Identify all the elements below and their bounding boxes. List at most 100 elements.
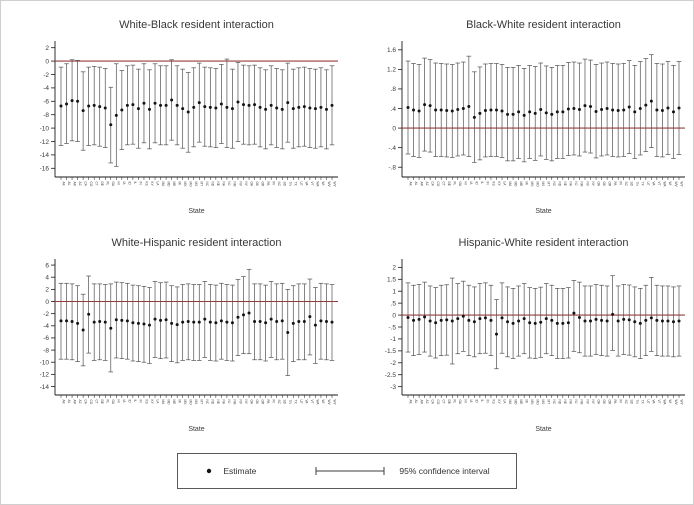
svg-text:IN: IN bbox=[139, 182, 143, 186]
confidence-interval-icon bbox=[315, 467, 385, 475]
legend: Estimate 95% confidence interval bbox=[177, 453, 517, 489]
svg-text:WA: WA bbox=[663, 400, 667, 406]
svg-text:NJ: NJ bbox=[574, 400, 578, 404]
svg-text:KS: KS bbox=[144, 400, 148, 404]
svg-text:-14: -14 bbox=[40, 384, 50, 391]
svg-text:-14: -14 bbox=[40, 152, 50, 159]
svg-text:1.5: 1.5 bbox=[387, 277, 396, 284]
svg-text:KY: KY bbox=[497, 182, 501, 187]
svg-text:WY: WY bbox=[679, 400, 683, 406]
svg-text:WI: WI bbox=[321, 400, 325, 404]
svg-text:DE: DE bbox=[100, 182, 104, 186]
svg-text:0: 0 bbox=[45, 299, 49, 306]
svg-text:WI: WI bbox=[668, 400, 672, 404]
svg-text:WV: WV bbox=[674, 182, 678, 188]
svg-text:-2.5: -2.5 bbox=[385, 372, 397, 379]
svg-text:AR: AR bbox=[72, 400, 76, 405]
svg-text:White-Black resident interacti: White-Black resident interaction bbox=[119, 19, 274, 31]
svg-text:-10: -10 bbox=[40, 125, 50, 132]
svg-text:NH: NH bbox=[222, 182, 226, 187]
svg-text:0: 0 bbox=[45, 58, 49, 65]
svg-text:0: 0 bbox=[392, 312, 396, 319]
svg-text:AR: AR bbox=[419, 400, 423, 405]
svg-text:OR: OR bbox=[607, 400, 611, 405]
svg-text:TX: TX bbox=[294, 400, 298, 405]
svg-text:.5: .5 bbox=[391, 300, 397, 307]
svg-text:KY: KY bbox=[150, 182, 154, 187]
svg-text:LA: LA bbox=[155, 400, 159, 405]
svg-text:NC: NC bbox=[205, 182, 209, 187]
svg-text:KY: KY bbox=[497, 400, 501, 405]
svg-text:AZ: AZ bbox=[78, 182, 82, 186]
svg-text:NJ: NJ bbox=[574, 182, 578, 186]
svg-text:MI: MI bbox=[177, 400, 181, 404]
svg-text:NE: NE bbox=[563, 400, 567, 404]
svg-text:MN: MN bbox=[183, 400, 187, 406]
svg-text:MA: MA bbox=[161, 182, 165, 188]
svg-text:ME: ME bbox=[172, 182, 176, 187]
svg-text:AZ: AZ bbox=[425, 400, 429, 404]
svg-text:DE: DE bbox=[447, 400, 451, 404]
svg-text:ID: ID bbox=[128, 182, 132, 186]
legend-ci-label: 95% confidence interval bbox=[399, 466, 490, 476]
svg-text:-6: -6 bbox=[43, 335, 49, 342]
svg-text:NY: NY bbox=[244, 182, 248, 187]
svg-text:ID: ID bbox=[128, 400, 132, 404]
svg-text:WI: WI bbox=[668, 182, 672, 186]
panel-white-hispanic: White-Hispanic resident interaction 6 4 2 0 -… bbox=[0, 225, 347, 443]
svg-text:CO: CO bbox=[436, 182, 440, 187]
svg-text:CA: CA bbox=[430, 400, 434, 405]
svg-text:AK: AK bbox=[408, 400, 412, 405]
svg-text:NC: NC bbox=[205, 400, 209, 405]
svg-text:CA: CA bbox=[430, 182, 434, 187]
svg-text:MD: MD bbox=[166, 400, 170, 406]
svg-text:CT: CT bbox=[94, 182, 98, 186]
svg-text:WA: WA bbox=[316, 400, 320, 406]
svg-text:MA: MA bbox=[508, 400, 512, 406]
svg-text:HI: HI bbox=[117, 400, 121, 403]
svg-text:IL: IL bbox=[133, 400, 137, 403]
svg-text:VT: VT bbox=[310, 400, 314, 404]
svg-text:ND: ND bbox=[211, 182, 215, 187]
svg-text:2: 2 bbox=[45, 45, 49, 52]
svg-text:TX: TX bbox=[641, 400, 645, 405]
svg-text:TN: TN bbox=[288, 182, 292, 187]
svg-text:-.5: -.5 bbox=[388, 324, 396, 331]
svg-text:0: 0 bbox=[392, 125, 396, 132]
svg-text:-.8: -.8 bbox=[388, 165, 396, 172]
svg-text:OR: OR bbox=[607, 182, 611, 187]
svg-text:ND: ND bbox=[211, 400, 215, 405]
svg-text:MS: MS bbox=[194, 400, 198, 405]
svg-text:RI: RI bbox=[618, 400, 622, 403]
svg-text:TN: TN bbox=[288, 400, 292, 405]
svg-text:KS: KS bbox=[491, 400, 495, 404]
svg-text:IA: IA bbox=[122, 182, 126, 186]
svg-text:KS: KS bbox=[144, 182, 148, 186]
svg-text:IL: IL bbox=[133, 182, 137, 185]
svg-text:NJ: NJ bbox=[227, 400, 231, 404]
svg-text:WY: WY bbox=[679, 182, 683, 188]
svg-text:-8: -8 bbox=[43, 112, 49, 119]
svg-text:-4: -4 bbox=[43, 85, 49, 92]
svg-text:MT: MT bbox=[547, 400, 551, 405]
svg-text:VA: VA bbox=[305, 182, 309, 187]
svg-text:VT: VT bbox=[657, 400, 661, 404]
svg-text:.4: .4 bbox=[391, 106, 397, 113]
svg-text:State: State bbox=[188, 208, 204, 215]
svg-text:State: State bbox=[535, 426, 551, 433]
svg-text:CO: CO bbox=[436, 400, 440, 405]
svg-text:NY: NY bbox=[244, 400, 248, 405]
svg-text:LA: LA bbox=[502, 182, 506, 187]
svg-text:AL: AL bbox=[67, 182, 71, 186]
svg-text:MO: MO bbox=[536, 400, 540, 406]
svg-text:GA: GA bbox=[111, 400, 115, 405]
svg-text:-10: -10 bbox=[40, 360, 50, 367]
svg-text:FL: FL bbox=[106, 182, 110, 186]
svg-text:WV: WV bbox=[327, 400, 331, 406]
svg-text:OH: OH bbox=[249, 182, 253, 187]
svg-text:CA: CA bbox=[83, 400, 87, 405]
svg-text:-2: -2 bbox=[390, 360, 396, 367]
svg-text:NH: NH bbox=[569, 182, 573, 187]
svg-text:-1: -1 bbox=[390, 336, 396, 343]
